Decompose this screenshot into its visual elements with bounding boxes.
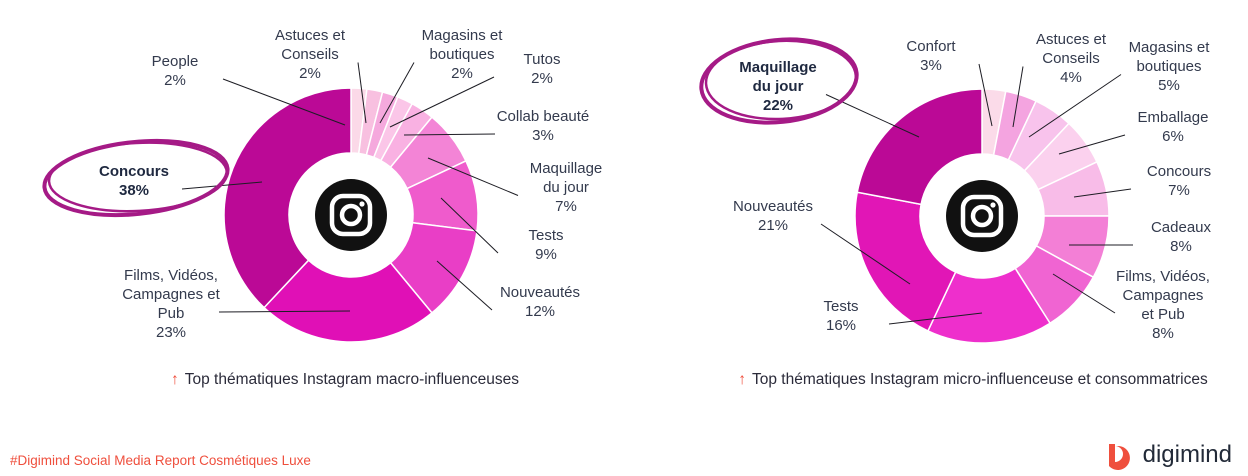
slice-label: Astuces et Conseils 4%: [1036, 31, 1107, 86]
slice-label: Nouveautés 21%: [733, 198, 813, 234]
leader-line: [820, 223, 911, 285]
leader-line: [222, 78, 346, 126]
leader-line: [888, 312, 983, 325]
slice-label: Emballage 6%: [1138, 109, 1209, 145]
slice-label: Tests 9%: [528, 227, 563, 263]
leader-line: [1012, 66, 1024, 128]
donut-chart-macro: People 2% Astuces et Conseils 2% Magasins et b…: [42, 25, 604, 343]
slice-label: Films, Vidéos, Campagnes et Pub 23%: [122, 267, 220, 341]
leader-line: [440, 197, 499, 254]
instagram-icon-dot: [359, 201, 365, 207]
chart-caption-macro: ↑ Top thématiques Instagram macro-influen…: [90, 370, 600, 390]
leader-line: [978, 63, 993, 127]
leader-line: [218, 310, 351, 313]
slice-label: Tutos 2%: [524, 51, 561, 87]
slice-label: Collab beauté 3%: [497, 108, 590, 144]
leader-line: [1052, 273, 1116, 314]
slice-label: Nouveautés 12%: [500, 284, 580, 320]
slice-label: Tests 16%: [823, 298, 858, 334]
slice-label: Maquillage du jour 7%: [530, 160, 603, 215]
donut-slice: [854, 191, 957, 332]
slice-label: Magasins et boutiques 2%: [422, 27, 504, 82]
leader-line: [1073, 188, 1132, 198]
donut-slice: [856, 88, 983, 206]
leader-line: [1028, 74, 1122, 138]
leader-line: [403, 133, 496, 136]
footer-hashtag: #Digimind Social Media Report Cosmétique…: [10, 453, 311, 468]
leader-line: [436, 260, 493, 311]
instagram-icon: [315, 179, 387, 251]
instagram-icon-lens: [339, 203, 363, 227]
donut-slice: [223, 87, 352, 309]
brand-logo: digimind: [1105, 440, 1232, 470]
slice-label: Astuces et Conseils 2%: [275, 27, 346, 82]
donut-chart-micro: Confort 3% Astuces et Conseils 4% Magasins et…: [699, 29, 1214, 344]
highlight-ring-stroke2: [704, 39, 858, 121]
highlight-ring-stroke2: [47, 141, 229, 213]
instagram-icon-dot: [990, 202, 996, 208]
caption-text: Top thématiques Instagram macro-influenc…: [184, 371, 520, 388]
slice-label: Films, Vidéos, Campagnes et Pub 8%: [1116, 268, 1210, 342]
leader-line: [379, 62, 415, 124]
instagram-icon-frame: [960, 194, 1004, 238]
slice-label: Concours 38%: [99, 163, 169, 199]
caption-text: Top thématiques Instagram micro-influenc…: [752, 371, 1208, 388]
arrow-up-icon: ↑: [170, 371, 179, 388]
leader-line: [389, 76, 495, 128]
leader-line: [357, 62, 367, 124]
slice-label: People 2%: [152, 53, 199, 89]
instagram-icon-lens: [970, 204, 994, 228]
arrow-up-icon: ↑: [738, 371, 746, 388]
brand-name: digimind: [1142, 441, 1232, 468]
instagram-icon-frame: [329, 193, 373, 237]
slice-label: Magasins et boutiques 5%: [1129, 39, 1211, 94]
slice-label: Cadeaux 8%: [1151, 219, 1212, 255]
slice-label: Concours 7%: [1147, 163, 1211, 199]
donut-slice: [263, 259, 434, 343]
instagram-icon: [946, 180, 1018, 252]
digimind-logo-icon: [1108, 444, 1130, 470]
leader-line: [427, 157, 519, 196]
leader-line: [1058, 134, 1126, 155]
chart-caption-micro: ↑ Top thématiques Instagram micro-influen…: [738, 370, 1208, 390]
slice-label: Confort 3%: [906, 38, 956, 74]
slice-label: Maquillage du jour 22%: [739, 59, 817, 114]
